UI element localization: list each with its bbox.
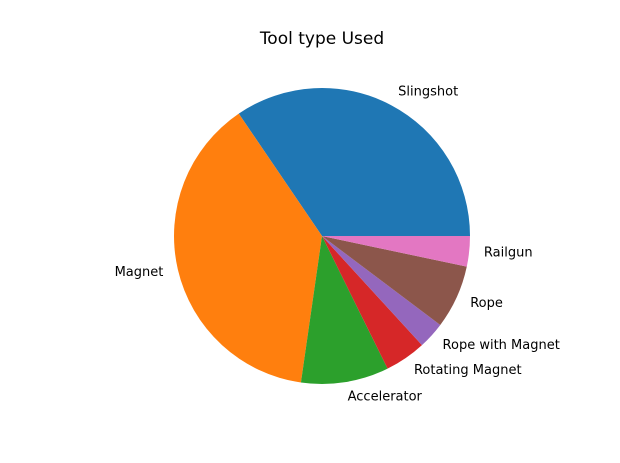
pie-slice-magnet — [174, 113, 322, 383]
pie-slice-rope — [322, 236, 467, 325]
slice-label-rope: Rope — [470, 296, 503, 311]
chart-title: Tool type Used — [259, 29, 384, 49]
slice-labels: Slingshot Magnet Accelerator Rotating Magne… — [115, 85, 560, 405]
slice-label-accelerator: Accelerator — [348, 389, 423, 404]
pie-slice-rotating-magnet — [322, 236, 422, 369]
slice-label-magnet: Magnet — [115, 265, 164, 280]
pie-slice-slingshot — [238, 88, 470, 236]
pie-slice-railgun — [322, 236, 470, 267]
slice-label-railgun: Railgun — [484, 245, 533, 260]
pie-slice-rope-with-magnet — [322, 236, 441, 346]
slice-label-slingshot: Slingshot — [398, 85, 458, 100]
pie-slice-accelerator — [300, 236, 388, 384]
pie-slices — [174, 88, 470, 384]
slice-label-rope-with-magnet: Rope with Magnet — [443, 338, 560, 353]
slice-label-rotating-magnet: Rotating Magnet — [414, 363, 522, 378]
